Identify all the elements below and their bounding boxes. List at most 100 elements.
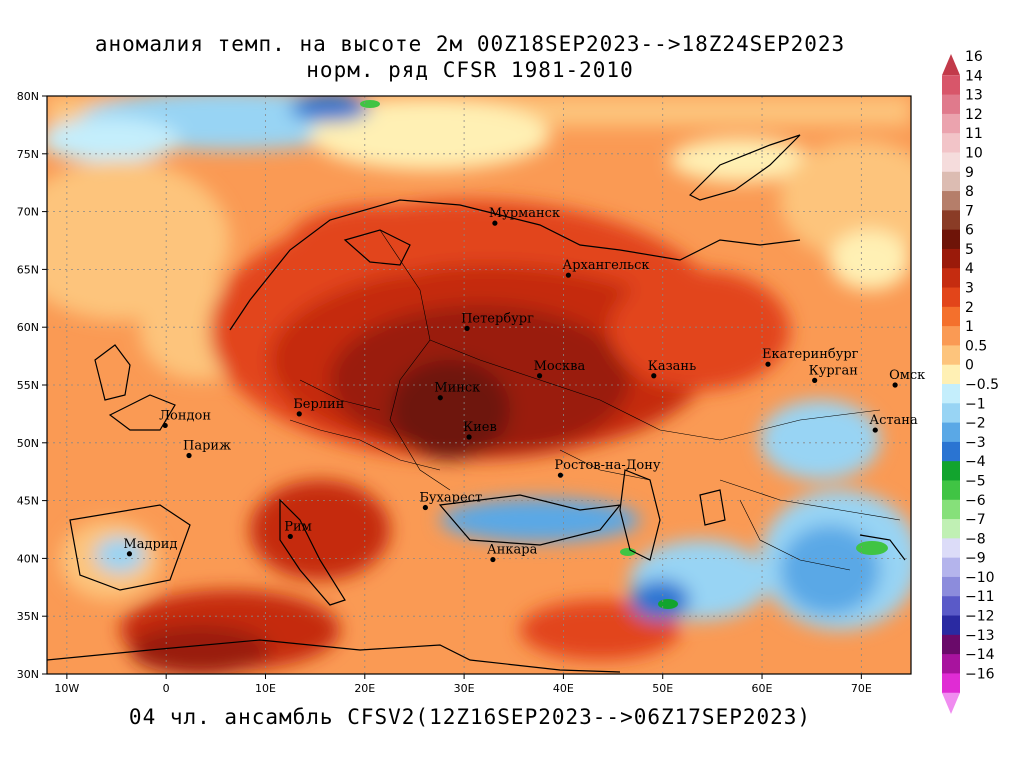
lat-tick-label: 45N xyxy=(17,495,39,508)
longitude-ticks: 10W 0 10E 20E 30E 40E 50E 60E 70E xyxy=(54,674,872,695)
colorbar-segment xyxy=(942,673,960,694)
colorbar-label: −4 xyxy=(965,454,986,470)
city-dot xyxy=(287,533,293,540)
lat-tick-label: 65N xyxy=(17,263,39,276)
colorbar-segment xyxy=(942,422,960,443)
colorbar-segment xyxy=(942,191,960,211)
city-dot xyxy=(437,395,443,401)
colorbar-label: 14 xyxy=(965,68,983,84)
colorbar-label: 16 xyxy=(965,49,983,65)
city-dot xyxy=(565,272,571,278)
lat-tick-label: 60N xyxy=(17,321,39,334)
colorbar-segment xyxy=(942,615,960,636)
map-title-line2: норм. ряд CFSR 1981-2010 xyxy=(306,58,634,82)
colorbar-segment xyxy=(942,133,960,153)
city-dot xyxy=(186,452,192,459)
colorbar-label: 5 xyxy=(965,242,974,258)
colorbar-segment xyxy=(942,634,960,655)
colorbar-label: 8 xyxy=(965,184,974,200)
colorbar-label: −6 xyxy=(965,493,986,509)
colorbar-label: 6 xyxy=(965,223,974,239)
colorbar-segment xyxy=(942,229,960,250)
colorbar-label: 2 xyxy=(965,300,974,316)
city-label: Берлин xyxy=(293,397,344,412)
colorbar-segment xyxy=(942,364,960,385)
city-label: Курган xyxy=(809,363,858,378)
colorbar-segment xyxy=(942,480,960,501)
colorbar-segment xyxy=(942,557,960,578)
city-dot xyxy=(892,382,898,388)
colorbar-segment xyxy=(942,596,960,617)
map-title-line1: аномалия темп. на высоте 2м 00Z18SEP2023… xyxy=(94,32,846,56)
colorbar-segment xyxy=(942,326,960,346)
colorbar-label: 1 xyxy=(965,319,974,335)
colorbar-segment xyxy=(942,248,960,269)
colorbar-label: 9 xyxy=(965,165,974,181)
colorbar-segment xyxy=(942,268,960,289)
city-dot xyxy=(490,556,496,563)
lon-tick-label: 20E xyxy=(354,682,375,695)
lon-tick-label: 10E xyxy=(255,682,276,695)
colorbar-segment xyxy=(942,576,960,597)
city-label: Астана xyxy=(869,413,918,428)
colorbar-label: −12 xyxy=(965,609,995,625)
city-label: Мурманск xyxy=(489,206,560,221)
colorbar-label: −13 xyxy=(965,628,995,644)
colorbar-segment xyxy=(942,94,960,115)
city-dot xyxy=(557,472,564,478)
colorbar-segment xyxy=(942,499,960,520)
lon-tick-label: 50E xyxy=(652,682,673,695)
colorbar-label: −5 xyxy=(965,473,986,489)
city-dot xyxy=(872,427,878,433)
colorbar-label: 3 xyxy=(965,281,974,297)
lon-tick-label: 10W xyxy=(54,682,79,695)
colorbar-segment xyxy=(942,538,960,559)
colorbar-label: 0 xyxy=(965,358,974,374)
city-dot xyxy=(812,377,818,383)
city-label: Петербург xyxy=(461,311,534,326)
colorbar-label: −14 xyxy=(965,647,995,663)
colorbar-label: −2 xyxy=(965,416,986,432)
lat-tick-label: 80N xyxy=(17,90,39,103)
lat-tick-label: 40N xyxy=(17,552,39,565)
city-label: Мадрид xyxy=(123,537,177,552)
colorbar-segment xyxy=(942,75,960,96)
colorbar-label: −3 xyxy=(965,435,986,451)
colorbar-segment xyxy=(942,171,960,192)
colorbar-label: −9 xyxy=(965,551,986,567)
lon-tick-label: 70E xyxy=(851,682,872,695)
lat-tick-label: 55N xyxy=(17,379,39,392)
city-dot xyxy=(162,422,168,429)
city-label: Ростов-на-Дону xyxy=(554,458,660,473)
colorbar-label: −7 xyxy=(965,512,986,528)
lon-tick-label: 60E xyxy=(752,682,773,695)
colorbar-label: −0.5 xyxy=(965,377,999,393)
lat-tick-label: 30N xyxy=(17,668,39,681)
lat-tick-label: 75N xyxy=(17,148,39,161)
city-dot xyxy=(422,504,428,511)
colorbar-label: 10 xyxy=(965,145,983,161)
ensemble-footer: 04 чл. ансамбль CFSV2(12Z16SEP2023-->06Z… xyxy=(128,705,812,729)
city-label: Казань xyxy=(648,359,696,374)
colorbar-segment xyxy=(942,113,960,134)
city-label: Минск xyxy=(434,381,480,396)
colorbar-segment xyxy=(942,403,960,424)
graticule xyxy=(47,96,911,674)
country-borders xyxy=(289,229,901,571)
colorbar-label: 4 xyxy=(965,261,974,277)
colorbar-label: −10 xyxy=(965,570,995,586)
colorbar-label: 0.5 xyxy=(965,338,987,354)
lat-tick-label: 50N xyxy=(17,437,39,450)
colorbar-segment xyxy=(942,461,960,481)
city-dot xyxy=(464,325,470,331)
colorbar-segment xyxy=(942,441,960,462)
colorbar-segment xyxy=(942,306,960,327)
lat-tick-label: 70N xyxy=(17,206,39,219)
colorbar-label: −11 xyxy=(965,589,995,605)
colorbar-segment xyxy=(942,519,960,539)
colorbar-label: 7 xyxy=(965,203,974,219)
city-label: Екатеринбург xyxy=(762,347,859,362)
colorbar-label: −1 xyxy=(965,396,986,412)
colorbar-segment xyxy=(942,345,960,366)
